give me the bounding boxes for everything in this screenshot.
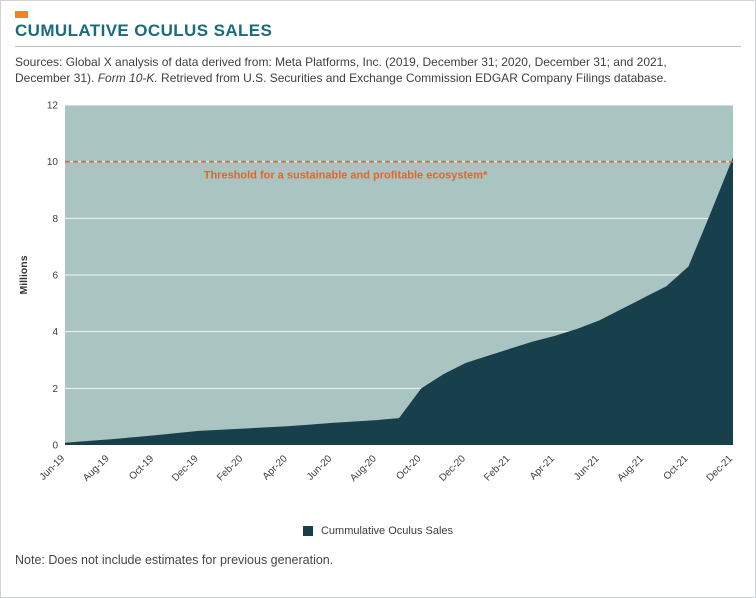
page-title: CUMULATIVE OCULUS SALES	[15, 21, 273, 40]
x-tick-label: Feb-21	[482, 453, 512, 483]
x-tick-label: Jun-19	[38, 453, 68, 483]
area-series	[65, 157, 733, 445]
x-tick-label: Jun-20	[305, 453, 335, 483]
title-divider	[15, 46, 741, 47]
accent-square	[15, 11, 28, 18]
x-tick-label: Apr-20	[261, 453, 290, 482]
x-tick-label: Aug-19	[81, 453, 112, 484]
x-tick-label: Apr-21	[528, 453, 557, 482]
y-tick-label: 2	[52, 383, 58, 394]
sources-after: Retrieved from U.S. Securities and Excha…	[157, 71, 667, 86]
legend: Cummulative Oculus Sales	[15, 525, 741, 537]
sources-italic: Form 10-K.	[97, 71, 158, 86]
footnote: Note: Does not include estimates for pre…	[15, 552, 334, 567]
x-tick-label: Aug-20	[348, 453, 379, 484]
legend-label: Cummulative Oculus Sales	[320, 524, 454, 537]
x-tick-label: Oct-19	[127, 453, 156, 482]
x-tick-label: Dec-21	[705, 453, 736, 484]
y-axis-title: Millions	[18, 255, 30, 294]
cumulative-oculus-sales-chart: 0 2 4 6 8 10 12 Threshold for a sustainable and…	[18, 100, 736, 484]
y-tick-label: 6	[52, 270, 58, 281]
x-tick-label: Aug-21	[615, 453, 646, 484]
x-tick-label: Oct-20	[394, 453, 423, 482]
y-tick-label: 0	[52, 440, 58, 451]
y-tick-label: 4	[52, 327, 58, 338]
y-tick-label: 10	[47, 157, 59, 168]
y-tick-label: 12	[47, 100, 59, 111]
x-tick-label: Oct-21	[662, 453, 691, 482]
x-tick-label: Dec-20	[437, 453, 468, 484]
threshold-label: Threshold for a sustainable and profitab…	[204, 169, 488, 181]
legend-swatch	[302, 525, 313, 536]
sources-before: Sources: Global X analysis of data deriv…	[15, 55, 667, 86]
x-tick-label: Feb-20	[215, 453, 245, 483]
x-tick-label: Jun-21	[572, 453, 602, 483]
sources-text: Sources: Global X analysis of data deriv…	[15, 54, 705, 87]
y-tick-label: 8	[52, 213, 58, 224]
x-tick-label: Dec-19	[170, 453, 201, 484]
chart-area: 0 2 4 6 8 10 12 Threshold for a sustainable and…	[15, 93, 741, 523]
